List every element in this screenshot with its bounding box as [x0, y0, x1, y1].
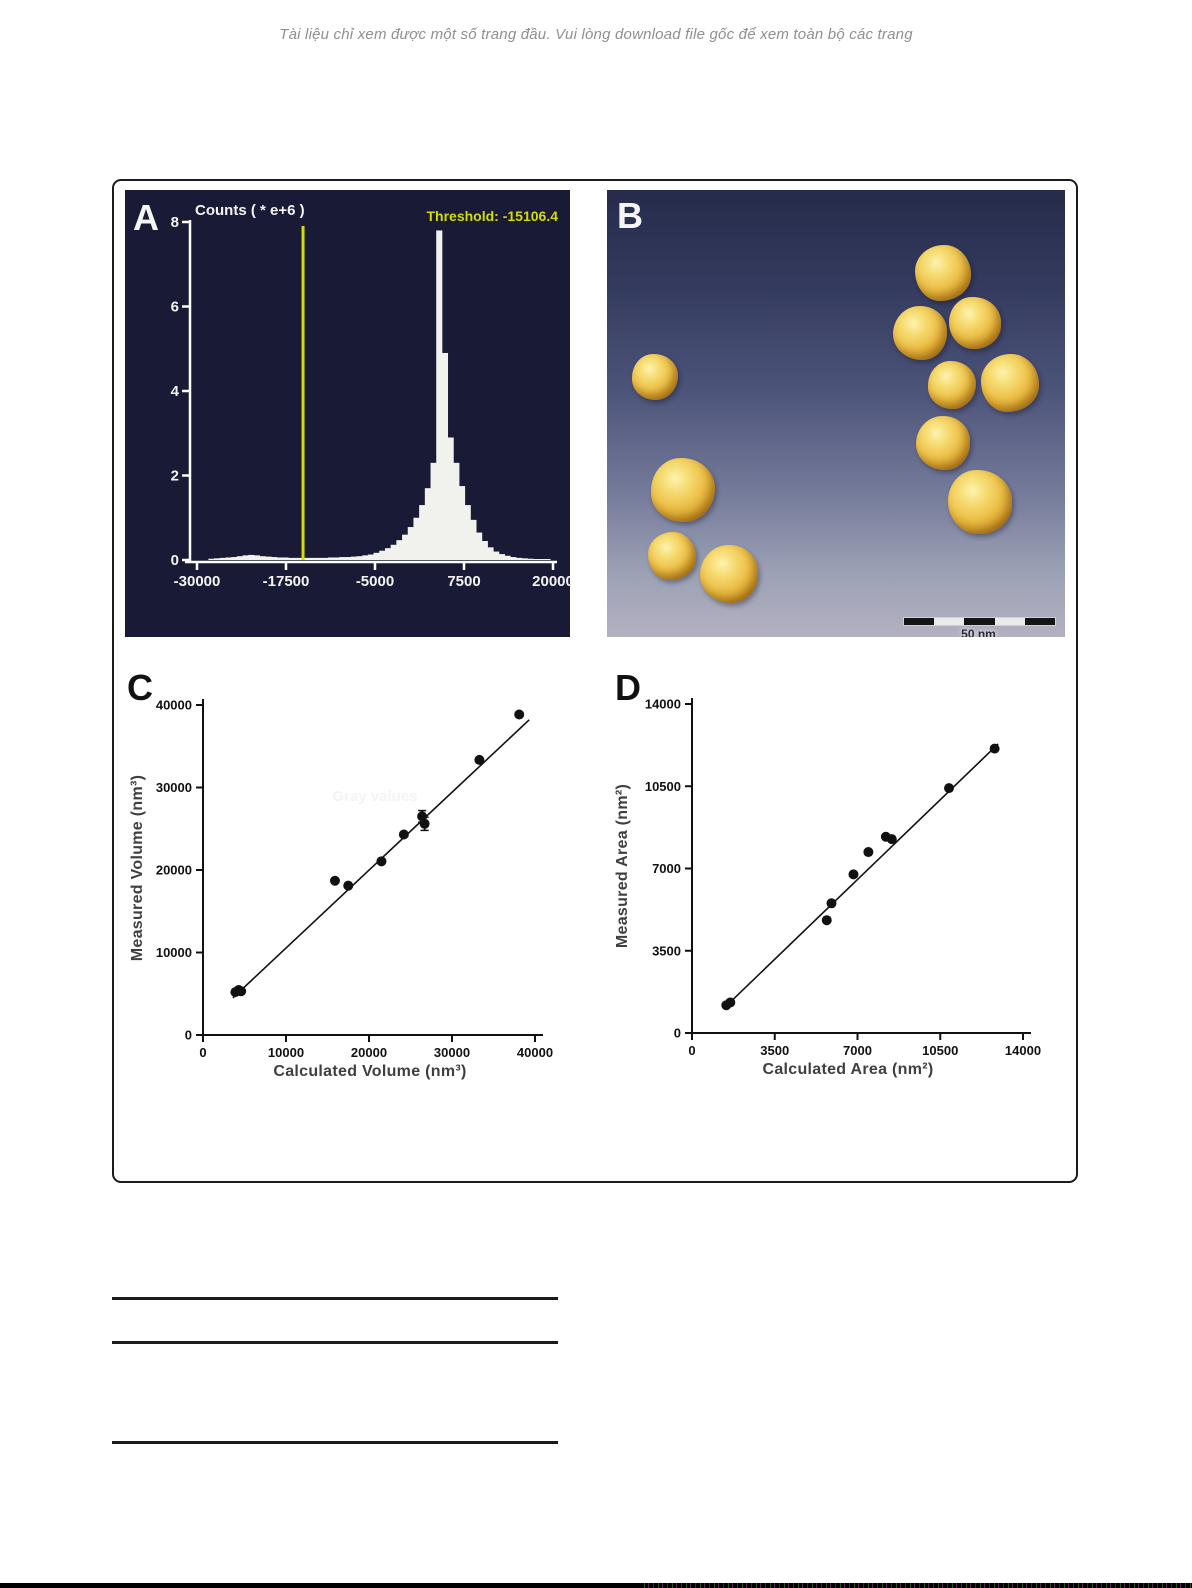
table-rule-top	[112, 1297, 558, 1300]
gold-particle	[893, 306, 947, 360]
header-notice: Tài liệu chỉ xem được một số trang đầu. …	[279, 26, 913, 43]
gold-particle	[949, 297, 1001, 349]
histogram-axes	[182, 220, 557, 570]
svg-text:7000: 7000	[843, 1043, 872, 1058]
gold-particle	[648, 532, 696, 580]
svg-text:2: 2	[171, 468, 179, 485]
area-x-axis-label: Calculated Area (nm²)	[762, 1061, 934, 1078]
area-scatter-plot: 0 3500 7000 10500 14000 0 3500 7000 10500 14000	[645, 697, 1041, 1059]
panel-b-3d-rendering: B 50 nm	[607, 190, 1065, 637]
scatter-axes	[685, 698, 1031, 1040]
panel-a-label: A	[133, 197, 159, 238]
histogram-bars	[208, 230, 551, 560]
svg-text:40000: 40000	[517, 1045, 553, 1060]
svg-text:10500: 10500	[922, 1043, 958, 1058]
panel-a-histogram: 0 2 4 6 8 -30000 -17500 -5000 7500 20000 A Counts…	[125, 190, 570, 805]
scalebar-segment	[964, 618, 995, 625]
svg-text:10500: 10500	[645, 779, 681, 794]
scatter-tick-labels: 0 10000 20000 30000 40000 0 10000 20000 30000 400…	[156, 698, 553, 1061]
threshold-readout: Threshold: -15106.4	[426, 208, 559, 224]
svg-text:-30000: -30000	[174, 573, 221, 590]
scale-bar-label: 50 nm	[961, 627, 996, 637]
svg-text:20000: 20000	[351, 1045, 387, 1060]
svg-text:30000: 30000	[434, 1045, 470, 1060]
page-bottom-bar-dashed	[640, 1583, 1192, 1588]
svg-text:20000: 20000	[156, 863, 192, 878]
svg-text:0: 0	[199, 1045, 206, 1060]
svg-text:20000: 20000	[532, 573, 570, 590]
svg-text:-5000: -5000	[356, 573, 394, 590]
histogram-x-axis-label: Gray values	[332, 788, 418, 805]
scalebar-segment	[934, 618, 965, 625]
histogram-plot: 0 2 4 6 8 -30000 -17500 -5000 7500 20000	[171, 214, 570, 590]
svg-text:6: 6	[171, 299, 179, 316]
page-bottom-bar	[0, 1583, 1192, 1588]
svg-text:30000: 30000	[156, 780, 192, 795]
svg-text:-17500: -17500	[263, 573, 310, 590]
gold-particle	[651, 458, 715, 522]
panel-c-volume-scatter: 0 10000 20000 30000 40000 0 10000 20000 30000 400…	[115, 655, 595, 1100]
gold-particle	[700, 545, 758, 603]
svg-text:3500: 3500	[760, 1043, 789, 1058]
svg-text:10000: 10000	[268, 1045, 304, 1060]
scalebar-segment	[904, 618, 935, 625]
gold-particle	[915, 245, 971, 301]
svg-text:40000: 40000	[156, 698, 192, 713]
histogram-tick-labels: 0 2 4 6 8 -30000 -17500 -5000 7500 20000	[171, 214, 570, 590]
volume-scatter-plot: 0 10000 20000 30000 40000 0 10000 20000 30000 400…	[156, 698, 553, 1061]
svg-text:4: 4	[171, 383, 180, 400]
svg-text:10000: 10000	[156, 945, 192, 960]
gold-particle	[981, 354, 1039, 412]
gold-particle	[916, 416, 970, 470]
svg-text:7500: 7500	[447, 573, 480, 590]
svg-text:0: 0	[185, 1028, 192, 1043]
panel-c-label: C	[127, 667, 153, 708]
panel-d-area-scatter: 0 3500 7000 10500 14000 0 3500 7000 10500 14000 D…	[595, 655, 1075, 1100]
scalebar-segment	[1024, 618, 1056, 625]
svg-text:3500: 3500	[652, 943, 681, 958]
volume-x-axis-label: Calculated Volume (nm³)	[273, 1063, 467, 1080]
svg-text:0: 0	[171, 552, 179, 569]
scale-bar	[903, 617, 1056, 626]
gold-particle	[928, 361, 976, 409]
gold-particle	[948, 470, 1012, 534]
scatter-tick-labels: 0 3500 7000 10500 14000 0 3500 7000 10500 14000	[645, 697, 1041, 1059]
table-rule-header	[112, 1341, 558, 1344]
volume-y-axis-label: Measured Volume (nm³)	[129, 774, 146, 962]
gold-particle	[632, 354, 678, 400]
svg-text:0: 0	[674, 1026, 681, 1041]
data-points	[721, 743, 1000, 1011]
scatter-axes	[196, 699, 543, 1042]
regression-line	[726, 743, 999, 1006]
svg-text:14000: 14000	[645, 697, 681, 712]
histogram-y-axis-title: Counts ( * e+6 )	[195, 202, 305, 219]
panel-d-label: D	[615, 667, 641, 708]
svg-text:8: 8	[171, 214, 179, 231]
scalebar-segment	[994, 618, 1025, 625]
area-y-axis-label: Measured Area (nm²)	[614, 783, 631, 949]
svg-text:14000: 14000	[1005, 1043, 1041, 1058]
table-rule-bottom	[112, 1441, 558, 1444]
svg-text:0: 0	[688, 1043, 695, 1058]
data-points	[230, 709, 525, 998]
panel-b-label: B	[617, 195, 643, 236]
svg-text:7000: 7000	[652, 861, 681, 876]
